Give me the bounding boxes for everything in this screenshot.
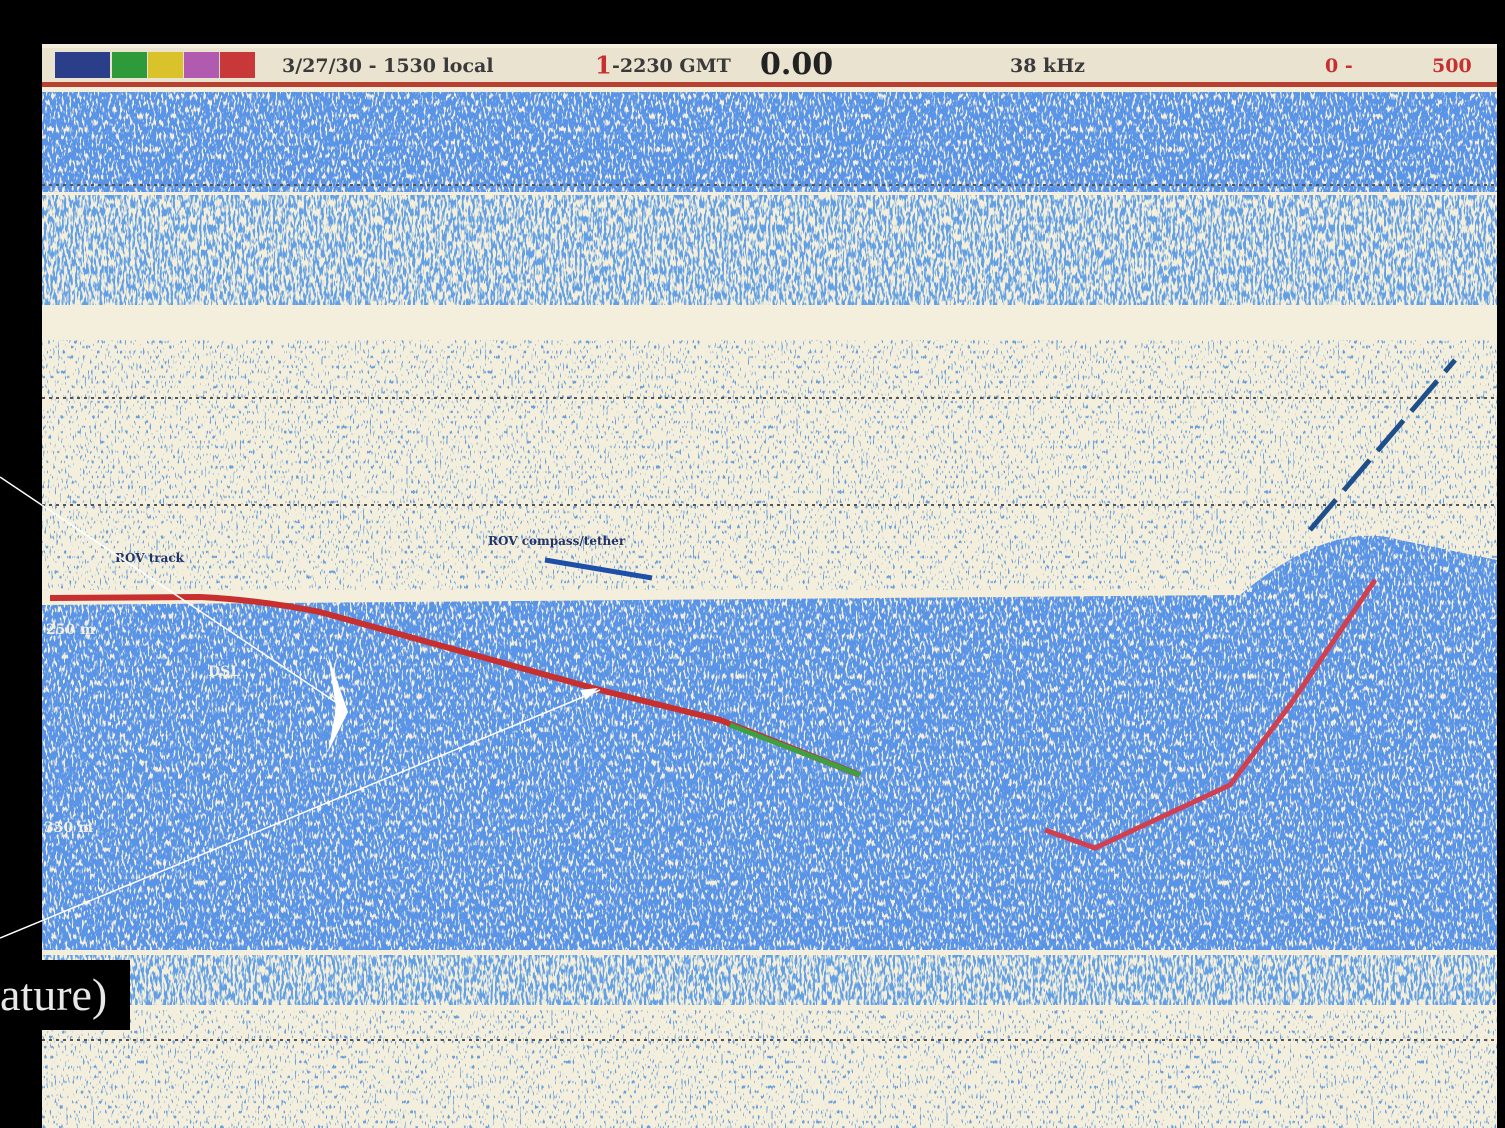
counter: 0.00 bbox=[760, 47, 833, 82]
scatter-band bbox=[42, 195, 1497, 305]
date-time: 3/27/30 - 1530 local bbox=[282, 55, 494, 77]
rov-compass-label: ROV compass/tether bbox=[488, 534, 626, 548]
caption: ature) bbox=[0, 969, 107, 1020]
color-swatch bbox=[148, 52, 183, 78]
range-start: 0 - bbox=[1325, 55, 1353, 77]
screen-photo: 3/27/30 - 1530 local 1 -2230 GMT 0.00 38… bbox=[0, 0, 1505, 1128]
header-rule bbox=[42, 82, 1497, 87]
frequency: 38 kHz bbox=[1010, 55, 1085, 77]
surface-band bbox=[42, 92, 1497, 192]
color-swatch bbox=[112, 52, 147, 78]
color-swatch bbox=[184, 52, 219, 78]
color-swatch bbox=[220, 52, 255, 78]
dsl-label: DSL bbox=[208, 664, 240, 680]
sparse-targets bbox=[42, 340, 1497, 590]
bottom-speckle bbox=[42, 1010, 1497, 1128]
marker: 1 bbox=[595, 51, 612, 80]
gmt: -2230 GMT bbox=[612, 55, 731, 77]
rov-track-label: ROV track bbox=[115, 551, 185, 565]
bottom-band bbox=[42, 955, 1497, 1005]
range-end: 500 bbox=[1432, 55, 1472, 77]
depth-250-label: 250 m bbox=[46, 622, 95, 638]
depth-350-label: 350 m bbox=[44, 820, 93, 836]
color-swatch bbox=[55, 52, 110, 78]
